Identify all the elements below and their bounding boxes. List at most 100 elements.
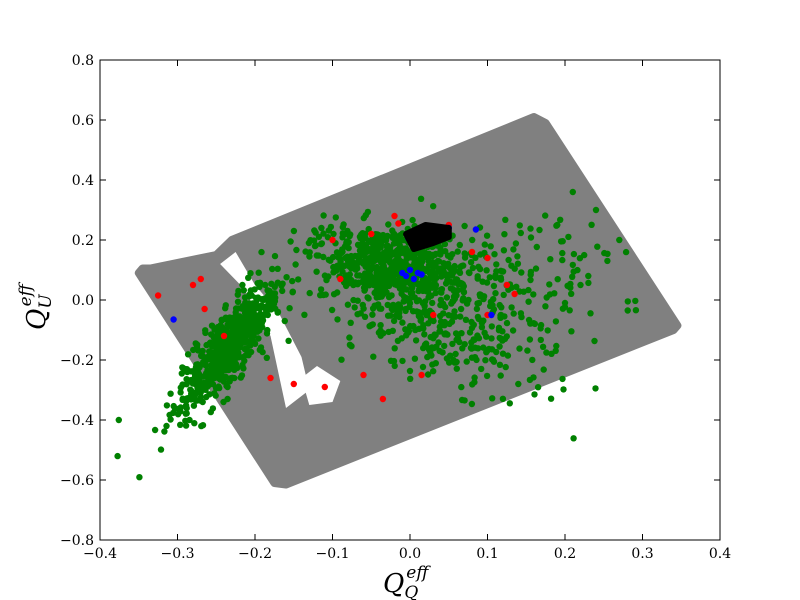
series-0-point bbox=[527, 268, 535, 276]
series-0-point bbox=[240, 365, 247, 372]
series-0-point bbox=[389, 234, 396, 241]
series-0-point bbox=[430, 264, 437, 271]
series-0-point bbox=[267, 306, 275, 313]
series-0-point bbox=[552, 347, 559, 354]
series-0-point bbox=[425, 346, 433, 353]
series-0-point bbox=[269, 265, 276, 273]
x-tick-label: 0.4 bbox=[709, 546, 731, 562]
series-0-point bbox=[396, 302, 403, 310]
series-0-point bbox=[393, 280, 400, 288]
series-0-point bbox=[369, 252, 376, 260]
series-0-point bbox=[452, 330, 460, 337]
series-0-point bbox=[430, 335, 437, 342]
series-0-point bbox=[488, 346, 496, 353]
series-0-point bbox=[259, 348, 266, 356]
series-0-point bbox=[437, 288, 445, 295]
series-0-point bbox=[360, 305, 367, 312]
series-0-point bbox=[514, 260, 522, 267]
series-0-point bbox=[234, 291, 241, 298]
series-0-point bbox=[375, 329, 383, 336]
series-0-point bbox=[454, 248, 461, 255]
series-0-point bbox=[516, 222, 523, 229]
series-0-point bbox=[222, 349, 230, 356]
series-0-point bbox=[208, 322, 216, 329]
series-0-point bbox=[525, 286, 532, 294]
series-0-point bbox=[482, 357, 489, 364]
series-0-point bbox=[478, 324, 486, 331]
series-0-point bbox=[247, 348, 255, 356]
series-0-point bbox=[624, 298, 631, 305]
background-gap-1 bbox=[301, 366, 341, 405]
series-0-point bbox=[182, 422, 190, 429]
series-0-point bbox=[354, 241, 362, 248]
series-0-point bbox=[359, 251, 366, 259]
series-0-point bbox=[462, 316, 470, 323]
series-0-point bbox=[456, 338, 463, 346]
series-0-point bbox=[136, 474, 143, 481]
series-0-point bbox=[344, 227, 351, 235]
series-0-point bbox=[163, 402, 171, 409]
series-0-point bbox=[488, 323, 495, 330]
series-0-point bbox=[223, 316, 231, 323]
series-0-point bbox=[441, 240, 449, 248]
series-0-point bbox=[313, 268, 320, 275]
series-0-point bbox=[209, 405, 217, 412]
series-0-point bbox=[547, 256, 554, 263]
series-2-point bbox=[488, 311, 495, 319]
series-0-point bbox=[406, 303, 413, 311]
series-0-point bbox=[463, 358, 470, 365]
series-0-point bbox=[452, 313, 459, 320]
series-0-point bbox=[218, 317, 225, 324]
y-tick-label: 0.4 bbox=[72, 173, 94, 189]
series-0-point bbox=[328, 306, 336, 314]
series-0-point bbox=[392, 260, 399, 267]
series-0-point bbox=[323, 276, 330, 284]
series-0-point bbox=[616, 236, 623, 244]
series-0-point bbox=[473, 305, 481, 313]
series-0-point bbox=[559, 256, 566, 264]
x-tick-label: −0.2 bbox=[238, 546, 272, 562]
series-0-point bbox=[161, 428, 168, 435]
series-0-point bbox=[192, 378, 199, 386]
y-tick-label: −0.2 bbox=[60, 353, 94, 369]
series-0-point bbox=[375, 287, 382, 295]
series-0-point bbox=[350, 259, 357, 266]
series-2-point bbox=[402, 272, 410, 280]
series-0-point bbox=[220, 357, 227, 364]
series-0-point bbox=[241, 335, 248, 342]
series-0-point bbox=[483, 267, 490, 274]
series-0-point bbox=[167, 390, 174, 397]
series-0-point bbox=[229, 351, 236, 358]
series-0-point bbox=[250, 332, 257, 339]
series-0-point bbox=[271, 290, 279, 297]
series-0-point bbox=[559, 238, 566, 245]
series-0-point bbox=[191, 420, 198, 427]
series-0-point bbox=[544, 327, 551, 334]
series-0-point bbox=[378, 293, 385, 300]
x-tick-label: 0.0 bbox=[399, 546, 421, 562]
series-0-point bbox=[527, 225, 534, 232]
series-1-point bbox=[368, 230, 375, 238]
series-0-point bbox=[502, 363, 509, 371]
series-0-point bbox=[574, 266, 581, 274]
series-0-point bbox=[536, 226, 543, 234]
series-0-point bbox=[339, 268, 346, 275]
series-0-point bbox=[542, 212, 549, 219]
series-0-point bbox=[365, 295, 372, 302]
series-0-point bbox=[506, 400, 513, 407]
series-0-point bbox=[478, 365, 485, 373]
series-0-point bbox=[527, 276, 534, 284]
series-0-point bbox=[360, 279, 367, 286]
series-0-point bbox=[315, 233, 323, 240]
series-0-point bbox=[307, 237, 314, 244]
series-0-point bbox=[394, 337, 402, 344]
series-0-point bbox=[398, 281, 405, 288]
series-0-point bbox=[346, 271, 353, 278]
series-0-point bbox=[419, 299, 427, 307]
series-0-point bbox=[530, 291, 537, 298]
series-0-point bbox=[222, 302, 229, 309]
series-0-point bbox=[508, 262, 515, 269]
series-0-point bbox=[453, 276, 461, 283]
series-0-point bbox=[499, 350, 507, 357]
series-0-point bbox=[306, 289, 313, 297]
